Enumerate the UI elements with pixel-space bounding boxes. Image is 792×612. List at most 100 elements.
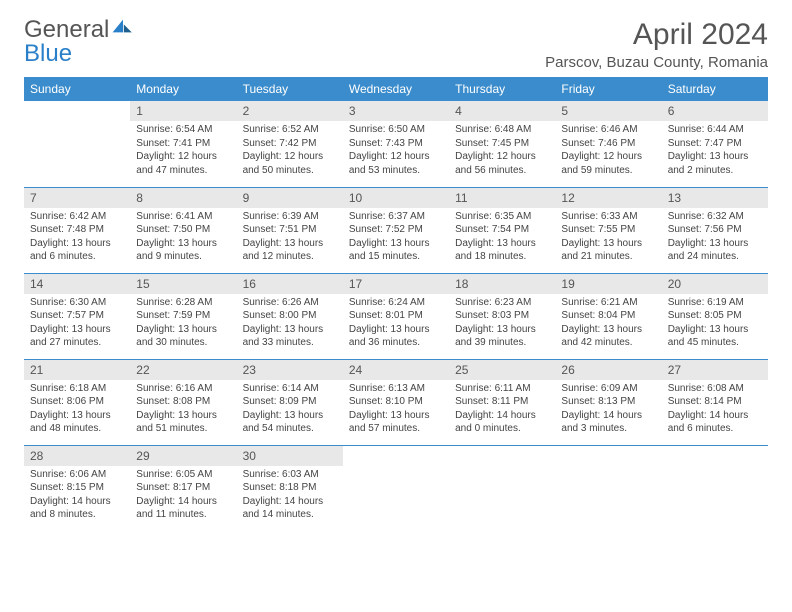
day-number: 26: [555, 360, 661, 380]
day-number: 16: [237, 274, 343, 294]
calendar-day-cell: 25Sunrise: 6:11 AMSunset: 8:11 PMDayligh…: [449, 359, 555, 445]
calendar-empty-cell: [24, 101, 130, 187]
calendar-day-cell: 28Sunrise: 6:06 AMSunset: 8:15 PMDayligh…: [24, 445, 130, 531]
calendar-day-cell: 18Sunrise: 6:23 AMSunset: 8:03 PMDayligh…: [449, 273, 555, 359]
day-details: Sunrise: 6:39 AMSunset: 7:51 PMDaylight:…: [237, 208, 343, 268]
calendar-week-row: 21Sunrise: 6:18 AMSunset: 8:06 PMDayligh…: [24, 359, 768, 445]
day-details: Sunrise: 6:52 AMSunset: 7:42 PMDaylight:…: [237, 121, 343, 181]
day-number: 4: [449, 101, 555, 121]
calendar-day-cell: 12Sunrise: 6:33 AMSunset: 7:55 PMDayligh…: [555, 187, 661, 273]
day-details: Sunrise: 6:30 AMSunset: 7:57 PMDaylight:…: [24, 294, 130, 354]
day-details: Sunrise: 6:50 AMSunset: 7:43 PMDaylight:…: [343, 121, 449, 181]
calendar-day-cell: 26Sunrise: 6:09 AMSunset: 8:13 PMDayligh…: [555, 359, 661, 445]
calendar-day-cell: 11Sunrise: 6:35 AMSunset: 7:54 PMDayligh…: [449, 187, 555, 273]
calendar-day-cell: 30Sunrise: 6:03 AMSunset: 8:18 PMDayligh…: [237, 445, 343, 531]
day-details: Sunrise: 6:32 AMSunset: 7:56 PMDaylight:…: [662, 208, 768, 268]
calendar-week-row: 28Sunrise: 6:06 AMSunset: 8:15 PMDayligh…: [24, 445, 768, 531]
day-details: Sunrise: 6:35 AMSunset: 7:54 PMDaylight:…: [449, 208, 555, 268]
calendar-day-cell: 14Sunrise: 6:30 AMSunset: 7:57 PMDayligh…: [24, 273, 130, 359]
calendar-day-cell: 21Sunrise: 6:18 AMSunset: 8:06 PMDayligh…: [24, 359, 130, 445]
day-number: 12: [555, 188, 661, 208]
calendar-table: SundayMondayTuesdayWednesdayThursdayFrid…: [24, 77, 768, 531]
page-title: April 2024: [545, 18, 768, 52]
calendar-day-cell: 27Sunrise: 6:08 AMSunset: 8:14 PMDayligh…: [662, 359, 768, 445]
calendar-day-cell: 20Sunrise: 6:19 AMSunset: 8:05 PMDayligh…: [662, 273, 768, 359]
calendar-day-cell: 23Sunrise: 6:14 AMSunset: 8:09 PMDayligh…: [237, 359, 343, 445]
day-number: 13: [662, 188, 768, 208]
day-details: Sunrise: 6:18 AMSunset: 8:06 PMDaylight:…: [24, 380, 130, 440]
day-number: 6: [662, 101, 768, 121]
calendar-day-cell: 2Sunrise: 6:52 AMSunset: 7:42 PMDaylight…: [237, 101, 343, 187]
day-details: Sunrise: 6:42 AMSunset: 7:48 PMDaylight:…: [24, 208, 130, 268]
calendar-day-cell: 17Sunrise: 6:24 AMSunset: 8:01 PMDayligh…: [343, 273, 449, 359]
day-details: Sunrise: 6:21 AMSunset: 8:04 PMDaylight:…: [555, 294, 661, 354]
weekday-header: Saturday: [662, 77, 768, 101]
day-details: Sunrise: 6:06 AMSunset: 8:15 PMDaylight:…: [24, 466, 130, 526]
title-block: April 2024 Parscov, Buzau County, Romani…: [545, 18, 768, 71]
day-details: Sunrise: 6:37 AMSunset: 7:52 PMDaylight:…: [343, 208, 449, 268]
day-details: Sunrise: 6:24 AMSunset: 8:01 PMDaylight:…: [343, 294, 449, 354]
day-details: Sunrise: 6:03 AMSunset: 8:18 PMDaylight:…: [237, 466, 343, 526]
calendar-day-cell: 15Sunrise: 6:28 AMSunset: 7:59 PMDayligh…: [130, 273, 236, 359]
day-details: Sunrise: 6:05 AMSunset: 8:17 PMDaylight:…: [130, 466, 236, 526]
header: GeneralBlue April 2024 Parscov, Buzau Co…: [24, 18, 768, 71]
day-number: 18: [449, 274, 555, 294]
day-details: Sunrise: 6:28 AMSunset: 7:59 PMDaylight:…: [130, 294, 236, 354]
day-number: 23: [237, 360, 343, 380]
weekday-header: Friday: [555, 77, 661, 101]
day-details: Sunrise: 6:19 AMSunset: 8:05 PMDaylight:…: [662, 294, 768, 354]
day-details: Sunrise: 6:11 AMSunset: 8:11 PMDaylight:…: [449, 380, 555, 440]
calendar-day-cell: 3Sunrise: 6:50 AMSunset: 7:43 PMDaylight…: [343, 101, 449, 187]
day-number: 2: [237, 101, 343, 121]
day-details: Sunrise: 6:26 AMSunset: 8:00 PMDaylight:…: [237, 294, 343, 354]
calendar-day-cell: 29Sunrise: 6:05 AMSunset: 8:17 PMDayligh…: [130, 445, 236, 531]
logo: GeneralBlue: [24, 18, 136, 66]
calendar-day-cell: 7Sunrise: 6:42 AMSunset: 7:48 PMDaylight…: [24, 187, 130, 273]
day-number: 10: [343, 188, 449, 208]
day-details: Sunrise: 6:46 AMSunset: 7:46 PMDaylight:…: [555, 121, 661, 181]
calendar-empty-cell: [662, 445, 768, 531]
calendar-empty-cell: [555, 445, 661, 531]
day-number: 22: [130, 360, 236, 380]
calendar-week-row: 14Sunrise: 6:30 AMSunset: 7:57 PMDayligh…: [24, 273, 768, 359]
day-details: Sunrise: 6:13 AMSunset: 8:10 PMDaylight:…: [343, 380, 449, 440]
day-number: 8: [130, 188, 236, 208]
day-number: 9: [237, 188, 343, 208]
day-number: 7: [24, 188, 130, 208]
day-details: Sunrise: 6:54 AMSunset: 7:41 PMDaylight:…: [130, 121, 236, 181]
day-details: Sunrise: 6:08 AMSunset: 8:14 PMDaylight:…: [662, 380, 768, 440]
day-number: 20: [662, 274, 768, 294]
calendar-week-row: 1Sunrise: 6:54 AMSunset: 7:41 PMDaylight…: [24, 101, 768, 187]
day-number: 5: [555, 101, 661, 121]
day-number: 30: [237, 446, 343, 466]
day-number: 29: [130, 446, 236, 466]
calendar-day-cell: 22Sunrise: 6:16 AMSunset: 8:08 PMDayligh…: [130, 359, 236, 445]
day-number: 25: [449, 360, 555, 380]
day-number: 21: [24, 360, 130, 380]
calendar-body: 1Sunrise: 6:54 AMSunset: 7:41 PMDaylight…: [24, 101, 768, 531]
day-number: 14: [24, 274, 130, 294]
calendar-page: GeneralBlue April 2024 Parscov, Buzau Co…: [0, 0, 792, 549]
calendar-day-cell: 13Sunrise: 6:32 AMSunset: 7:56 PMDayligh…: [662, 187, 768, 273]
day-details: Sunrise: 6:16 AMSunset: 8:08 PMDaylight:…: [130, 380, 236, 440]
day-number: 24: [343, 360, 449, 380]
day-details: Sunrise: 6:23 AMSunset: 8:03 PMDaylight:…: [449, 294, 555, 354]
weekday-header: Monday: [130, 77, 236, 101]
calendar-day-cell: 16Sunrise: 6:26 AMSunset: 8:00 PMDayligh…: [237, 273, 343, 359]
calendar-header-row: SundayMondayTuesdayWednesdayThursdayFrid…: [24, 77, 768, 101]
day-number: 3: [343, 101, 449, 121]
day-number: 1: [130, 101, 236, 121]
day-number: 17: [343, 274, 449, 294]
calendar-empty-cell: [343, 445, 449, 531]
calendar-day-cell: 5Sunrise: 6:46 AMSunset: 7:46 PMDaylight…: [555, 101, 661, 187]
calendar-day-cell: 8Sunrise: 6:41 AMSunset: 7:50 PMDaylight…: [130, 187, 236, 273]
day-details: Sunrise: 6:44 AMSunset: 7:47 PMDaylight:…: [662, 121, 768, 181]
day-details: Sunrise: 6:41 AMSunset: 7:50 PMDaylight:…: [130, 208, 236, 268]
day-number: 11: [449, 188, 555, 208]
day-details: Sunrise: 6:09 AMSunset: 8:13 PMDaylight:…: [555, 380, 661, 440]
calendar-day-cell: 9Sunrise: 6:39 AMSunset: 7:51 PMDaylight…: [237, 187, 343, 273]
calendar-empty-cell: [449, 445, 555, 531]
day-number: 15: [130, 274, 236, 294]
weekday-header: Tuesday: [237, 77, 343, 101]
day-number: 27: [662, 360, 768, 380]
